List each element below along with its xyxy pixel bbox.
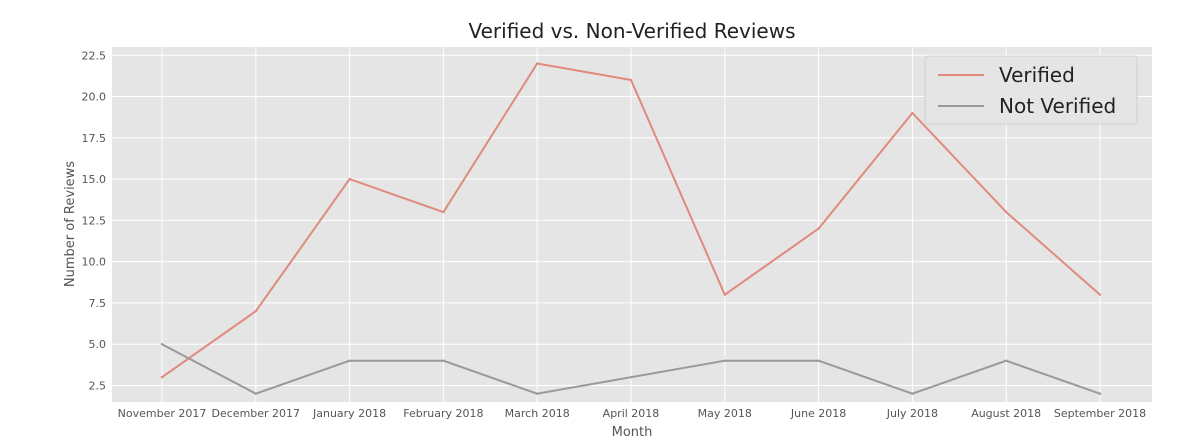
data-point-not-verified — [254, 392, 257, 395]
data-point-not-verified — [160, 343, 164, 346]
x-tick-label: August 2018 — [971, 407, 1041, 420]
data-point-verified — [536, 62, 539, 65]
y-tick-label: 7.5 — [89, 297, 107, 310]
y-tick-label: 22.5 — [82, 49, 107, 62]
x-tick-label: November 2017 — [118, 407, 207, 420]
x-tick-label: May 2018 — [698, 407, 752, 420]
legend-label-verified: Verified — [999, 63, 1075, 87]
data-point-verified — [911, 111, 914, 115]
y-tick-label: 12.5 — [82, 214, 107, 227]
x-tick-label: April 2018 — [603, 407, 660, 420]
x-tick-label: February 2018 — [403, 407, 483, 420]
data-point-not-verified — [536, 392, 539, 395]
series-lines — [160, 62, 1102, 395]
legend: Verified Not Verified — [924, 55, 1138, 125]
grid-lines — [112, 47, 1152, 402]
x-tick-label: December 2017 — [212, 407, 301, 420]
y-tick-labels: 2.5 5.0 7.5 10.0 12.5 15.0 17.5 20.0 22.5 — [82, 49, 107, 392]
y-tick-label: 15.0 — [82, 173, 107, 186]
data-point-not-verified — [442, 359, 445, 362]
y-tick-label: 2.5 — [89, 379, 107, 392]
data-point-verified — [254, 309, 257, 313]
data-point-verified — [723, 293, 726, 296]
chart-title: Verified vs. Non-Verified Reviews — [468, 19, 795, 43]
data-point-not-verified — [723, 359, 726, 362]
x-tick-label: September 2018 — [1054, 407, 1146, 420]
data-point-not-verified — [348, 359, 351, 362]
data-point-verified — [160, 376, 164, 379]
data-point-verified — [629, 78, 633, 82]
data-point-not-verified — [817, 359, 820, 362]
data-point-verified — [817, 227, 820, 230]
x-axis-label: Month — [612, 425, 653, 440]
data-point-verified — [348, 177, 351, 181]
y-tick-label: 17.5 — [82, 132, 107, 145]
data-point-not-verified — [1005, 359, 1008, 362]
data-point-not-verified — [629, 376, 633, 379]
y-tick-label: 10.0 — [82, 256, 107, 269]
x-tick-label: June 2018 — [790, 407, 846, 420]
data-point-not-verified — [911, 392, 914, 395]
data-point-verified — [1005, 210, 1008, 214]
data-point-not-verified — [1098, 392, 1102, 395]
legend-label-not-verified: Not Verified — [999, 94, 1116, 118]
x-tick-labels: November 2017 December 2017 January 2018 Fe… — [118, 407, 1147, 420]
data-point-verified — [442, 210, 445, 214]
x-tick-label: January 2018 — [312, 407, 386, 420]
x-tick-label: July 2018 — [886, 407, 938, 420]
data-point-verified — [1098, 293, 1102, 296]
x-tick-label: March 2018 — [505, 407, 570, 420]
y-tick-label: 20.0 — [82, 91, 107, 104]
y-axis-label: Number of Reviews — [63, 161, 78, 287]
y-tick-label: 5.0 — [89, 338, 107, 351]
